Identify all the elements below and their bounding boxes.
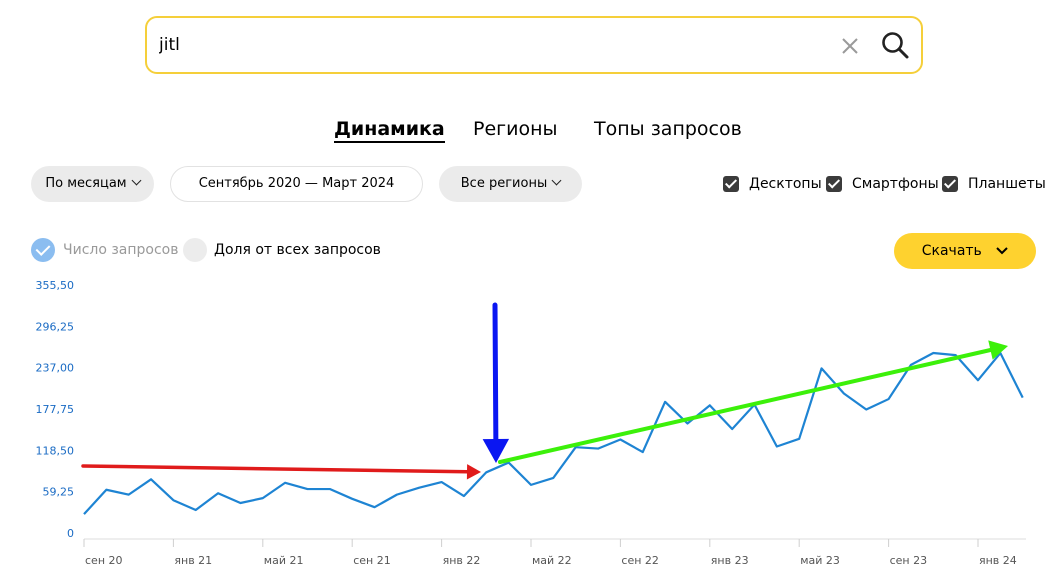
x-tick-label: май 23	[800, 554, 840, 567]
search-box	[145, 16, 923, 74]
red-arrow-head	[466, 464, 481, 480]
chevron-down-icon	[551, 175, 562, 186]
checkbox-desktops[interactable]: Десктопы	[723, 175, 822, 193]
y-tick-label: 355,50	[36, 279, 75, 292]
x-tick-label: май 22	[532, 554, 572, 567]
date-range-label: Сентябрь 2020 — Март 2024	[198, 176, 395, 191]
checkbox-checked-icon	[723, 176, 739, 192]
y-tick-label: 0	[67, 527, 74, 540]
chevron-down-icon	[996, 247, 1008, 255]
checkbox-checked-icon	[826, 176, 842, 192]
y-tick-label: 237,00	[36, 362, 75, 375]
queries-line-chart: 355,50 296,25 237,00 177,75 118,50 59,25 0 сен …	[36, 279, 1026, 567]
metric-count-label: Число запросов	[63, 242, 179, 258]
checkbox-tablets-label: Планшеты	[968, 176, 1046, 192]
x-tick-label: сен 23	[890, 554, 928, 567]
metric-share-option[interactable]: Доля от всех запросов	[183, 237, 381, 263]
checkbox-smartphones[interactable]: Смартфоны	[826, 175, 939, 193]
x-tick-label: сен 22	[621, 554, 659, 567]
tabs: Динамика Регионы Топы запросов	[0, 118, 1064, 148]
blue-arrow-shaft	[492, 302, 499, 442]
x-tick-label: янв 22	[443, 554, 481, 567]
tab-dynamics[interactable]: Динамика	[334, 118, 445, 143]
check-circle-icon	[31, 238, 55, 262]
checkbox-desktops-label: Десктопы	[749, 176, 822, 192]
x-tick-label: май 21	[264, 554, 304, 567]
x-tick-label: янв 23	[711, 554, 749, 567]
green-arrow-shaft	[498, 348, 993, 464]
x-tick-label: сен 21	[353, 554, 391, 567]
checkbox-smartphones-label: Смартфоны	[852, 176, 939, 192]
date-range-picker[interactable]: Сентябрь 2020 — Март 2024	[170, 166, 423, 202]
tab-regions[interactable]: Регионы	[473, 118, 558, 140]
y-tick-label: 118,50	[36, 444, 75, 457]
series-line	[83, 351, 1024, 515]
metric-count-option[interactable]: Число запросов	[31, 237, 179, 263]
y-tick-label: 177,75	[36, 403, 75, 416]
region-dropdown[interactable]: Все регионы	[439, 166, 582, 202]
search-input[interactable]	[159, 30, 819, 60]
chevron-down-icon	[131, 175, 142, 186]
y-tick-label: 296,25	[36, 320, 75, 333]
download-button[interactable]: Скачать	[894, 233, 1036, 269]
blue-arrow-head	[482, 438, 510, 463]
search-icon[interactable]	[880, 30, 910, 60]
download-button-label: Скачать	[921, 243, 982, 259]
green-arrow-head	[988, 340, 1008, 360]
metric-share-label: Доля от всех запросов	[214, 242, 381, 258]
x-tick-label: янв 21	[174, 554, 212, 567]
close-icon[interactable]	[839, 35, 861, 57]
period-dropdown-label: По месяцам	[45, 176, 127, 191]
region-dropdown-label: Все регионы	[460, 176, 548, 191]
red-arrow-shaft	[81, 464, 469, 474]
y-tick-label: 59,25	[43, 486, 75, 499]
period-dropdown[interactable]: По месяцам	[31, 166, 154, 202]
tab-top-queries[interactable]: Топы запросов	[594, 118, 742, 140]
checkbox-tablets[interactable]: Планшеты	[942, 175, 1046, 193]
checkbox-checked-icon	[942, 176, 958, 192]
x-tick-label: сен 20	[85, 554, 123, 567]
radio-empty-icon	[183, 238, 207, 262]
x-tick-label: янв 24	[979, 554, 1017, 567]
